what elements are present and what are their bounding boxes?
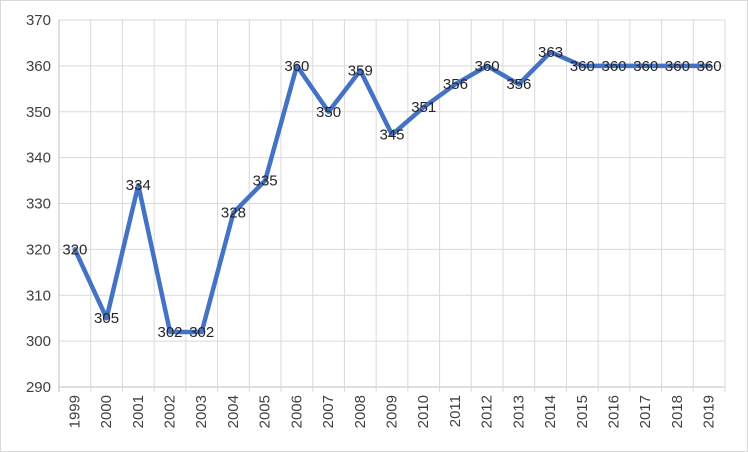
x-tick-label: 2003 bbox=[193, 395, 210, 428]
data-point bbox=[72, 247, 78, 252]
x-tick-label: 2004 bbox=[225, 395, 242, 428]
x-tick-label: 2005 bbox=[257, 395, 274, 428]
data-label: 360 bbox=[570, 58, 595, 75]
y-tick-label: 310 bbox=[26, 287, 51, 304]
x-tick-label: 2009 bbox=[384, 395, 401, 428]
x-tick-label: 2014 bbox=[542, 395, 559, 428]
data-point bbox=[675, 63, 680, 69]
data-point bbox=[294, 63, 300, 69]
series-line bbox=[72, 49, 712, 335]
data-label: 320 bbox=[62, 241, 87, 258]
data-point bbox=[167, 329, 173, 335]
data-label: 360 bbox=[665, 58, 690, 75]
y-tick-label: 340 bbox=[26, 150, 51, 167]
data-label: 360 bbox=[697, 58, 722, 75]
data-point bbox=[326, 109, 331, 114]
y-tick-label: 320 bbox=[26, 241, 51, 258]
data-label: 350 bbox=[316, 104, 341, 121]
data-point bbox=[199, 329, 204, 335]
x-tick-label: 2011 bbox=[447, 395, 464, 427]
data-point bbox=[706, 63, 712, 69]
x-tick-label: 2000 bbox=[98, 395, 115, 428]
data-point bbox=[580, 63, 585, 69]
data-point bbox=[611, 63, 617, 69]
data-label: 351 bbox=[411, 99, 436, 116]
axes: 290 300 310 320 330 340 350 360 370 1999 2000 2001 2… bbox=[26, 12, 718, 428]
data-point bbox=[389, 132, 395, 137]
data-label: 360 bbox=[601, 58, 626, 75]
data-point bbox=[484, 63, 490, 69]
data-label: 345 bbox=[379, 127, 404, 144]
data-label: 360 bbox=[633, 58, 658, 75]
x-tick-label: 2013 bbox=[510, 395, 527, 428]
x-tick-label: 2006 bbox=[288, 395, 305, 428]
data-label: 359 bbox=[348, 62, 373, 79]
data-label: 360 bbox=[475, 58, 500, 75]
data-label: 305 bbox=[94, 310, 119, 327]
data-point bbox=[548, 49, 553, 55]
data-label: 335 bbox=[253, 173, 278, 190]
x-tick-label: 2010 bbox=[415, 395, 432, 428]
data-labels: 320 305 334 302 302 328 335 360 350 359 345 351 356 3… bbox=[62, 44, 721, 341]
x-tick-label: 1999 bbox=[66, 395, 83, 428]
data-label: 356 bbox=[443, 76, 468, 93]
data-point bbox=[516, 82, 522, 87]
data-label: 363 bbox=[538, 44, 563, 61]
data-point bbox=[136, 182, 141, 188]
x-tick-label: 2012 bbox=[479, 395, 496, 428]
data-point bbox=[231, 210, 236, 215]
data-label: 302 bbox=[189, 324, 214, 341]
x-tick-label: 2002 bbox=[162, 395, 179, 428]
data-label: 302 bbox=[157, 324, 182, 341]
data-label: 328 bbox=[221, 205, 246, 222]
x-tick-label: 2017 bbox=[637, 395, 654, 428]
data-point bbox=[262, 178, 268, 183]
data-point bbox=[358, 68, 363, 73]
x-tick-label: 2015 bbox=[574, 395, 591, 428]
x-tick-label: 2019 bbox=[701, 395, 718, 428]
data-label: 356 bbox=[506, 76, 531, 93]
y-tick-label: 330 bbox=[26, 196, 51, 213]
x-tick-label: 2001 bbox=[130, 395, 147, 428]
x-tick-label: 2018 bbox=[669, 395, 686, 428]
data-point bbox=[104, 315, 109, 321]
series-layer bbox=[72, 49, 712, 335]
data-label: 334 bbox=[126, 177, 151, 194]
y-tick-label: 360 bbox=[26, 58, 51, 75]
data-label: 360 bbox=[284, 58, 309, 75]
x-tick-label: 2007 bbox=[320, 395, 337, 428]
x-tick-label: 2008 bbox=[352, 395, 369, 428]
y-tick-label: 370 bbox=[26, 12, 51, 29]
x-tick-label: 2016 bbox=[606, 395, 623, 428]
data-point bbox=[421, 104, 426, 110]
y-tick-label: 350 bbox=[26, 104, 51, 121]
y-tick-label: 300 bbox=[26, 333, 51, 350]
y-tick-label: 290 bbox=[26, 379, 51, 396]
data-point bbox=[643, 63, 648, 69]
data-point bbox=[453, 82, 458, 87]
